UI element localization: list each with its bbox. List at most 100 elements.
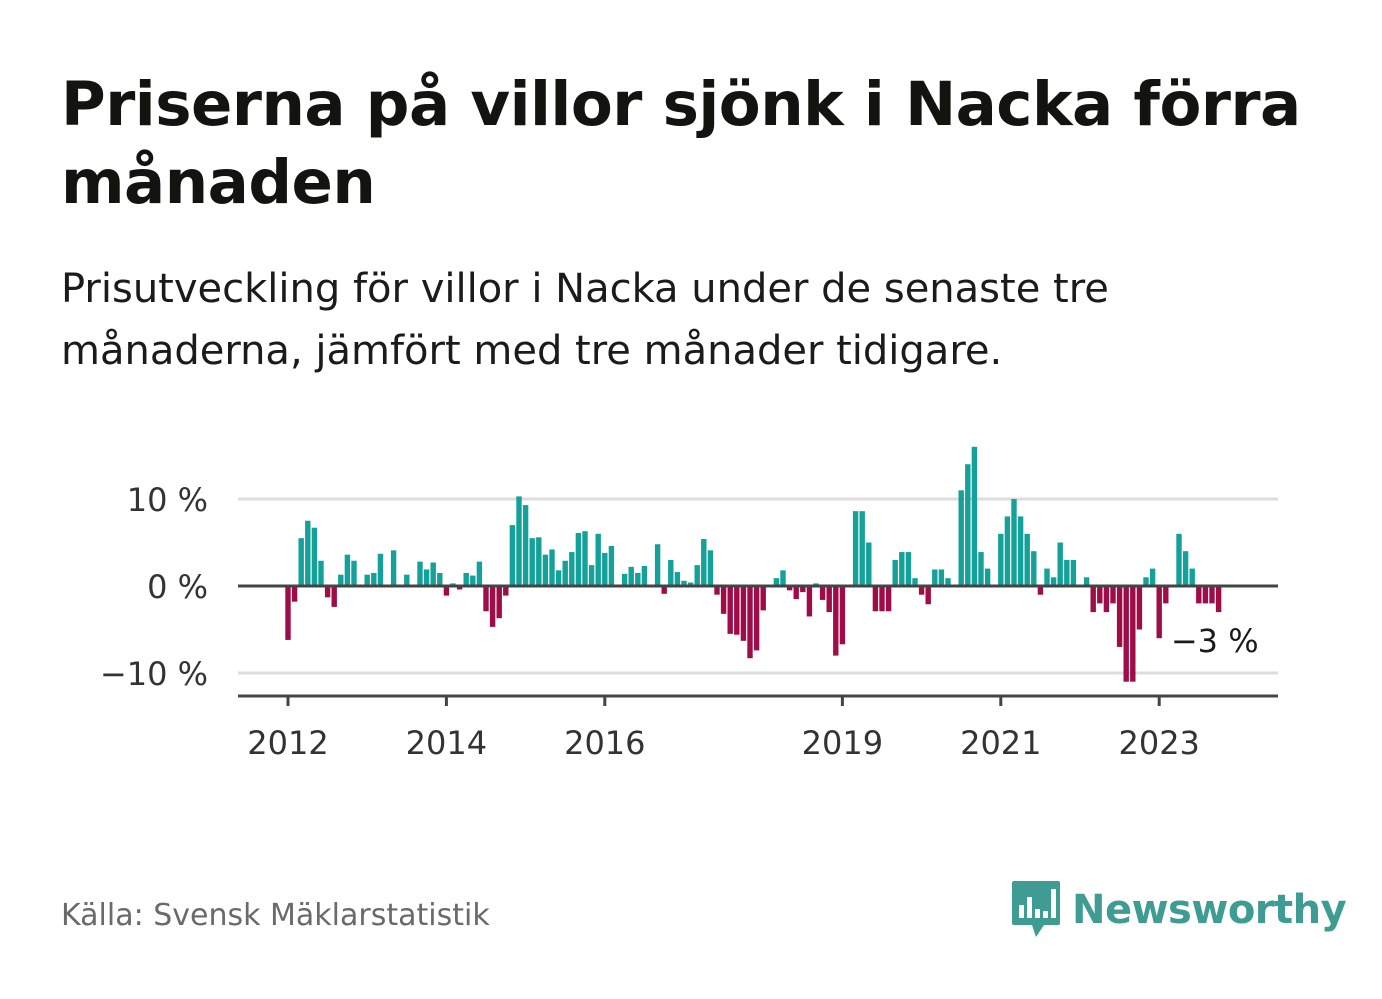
bar [654,544,661,586]
bar [549,549,555,586]
bar [1123,586,1129,682]
bar [404,574,410,586]
bar [516,496,522,586]
y-tick-label: 0 % [147,568,208,606]
bar [1037,586,1044,595]
bar [1090,586,1096,613]
bar [1083,577,1090,586]
bar [582,531,588,586]
bar [938,569,945,586]
bar [1136,586,1143,630]
bar [892,559,898,586]
x-tick-label: 2014 [406,724,487,762]
bar [971,446,978,586]
bar [945,578,951,586]
bar [621,573,628,586]
bar [377,553,384,586]
bar [430,562,436,586]
bar [932,569,938,586]
bar [542,554,549,586]
bar [503,586,509,596]
bar [885,586,892,612]
bar [509,525,516,586]
bar [1011,499,1017,586]
bar [1196,586,1202,604]
bar [707,550,714,586]
source-note: Källa: Svensk Mäklarstatistik [61,898,490,933]
last-value-label: −3 % [1171,622,1259,660]
bar [1189,568,1195,586]
brand-name: Newsworthy [1072,887,1347,933]
chart-subtitle: Prisutveckling för villor i Nacka under … [61,266,1109,374]
x-tick-label: 2012 [247,724,328,762]
bar [780,570,786,586]
bar [1017,516,1024,586]
bar [998,533,1004,586]
bar [984,568,991,586]
x-tick-label: 2021 [960,724,1041,762]
bar [628,566,634,586]
bar [1209,586,1215,604]
bar [753,586,760,651]
bar [806,586,813,617]
bar [1149,568,1156,586]
bar-chart-speech-bubble-icon [1012,881,1060,937]
bar [965,464,971,586]
bar [1110,586,1116,604]
bar [291,586,298,602]
bar [364,574,370,586]
bar [674,572,681,586]
bar [588,565,595,586]
bar [555,570,562,586]
bar [390,550,397,586]
bar [734,586,740,635]
bar [318,560,324,586]
bar [879,586,885,612]
bar [371,572,377,586]
bar [331,586,337,607]
bar [1182,551,1189,586]
bar [311,527,318,586]
bar [1070,559,1077,586]
bar [285,586,291,640]
bar [925,586,931,605]
bar [536,537,542,586]
bar-chart: −10 % 0 % 10 % 2012 2014 2016 2019 2021 2023 −3 % [100,446,1278,762]
bar [786,586,793,591]
bar [1097,586,1103,604]
bar [569,552,575,586]
bar [747,586,753,659]
x-tick-label: 2019 [802,724,883,762]
bar [1163,586,1169,604]
bar [826,586,832,613]
bar [1156,586,1162,639]
bar [1202,586,1209,604]
bar [833,586,839,656]
bar [760,586,766,611]
bar [456,586,463,590]
bar [819,586,826,600]
bar [1031,551,1037,586]
bar [305,520,311,586]
bar [1176,533,1182,586]
bar [912,578,918,586]
newsworthy-logo: Newsworthy [1010,878,1347,942]
bar [1215,586,1222,613]
bar [443,586,450,596]
y-tick-label: 10 % [127,481,208,519]
bar [958,490,964,586]
bar [720,586,727,614]
bar [344,554,351,586]
bar [793,586,799,600]
bar [483,586,489,612]
bar [1050,577,1057,586]
bar [635,572,641,586]
bar [1044,568,1050,586]
bar [872,586,879,612]
bar [899,552,905,586]
bar [562,560,568,586]
bar [522,505,529,586]
bar [496,586,502,619]
bar [1116,586,1123,647]
bar [641,565,648,586]
